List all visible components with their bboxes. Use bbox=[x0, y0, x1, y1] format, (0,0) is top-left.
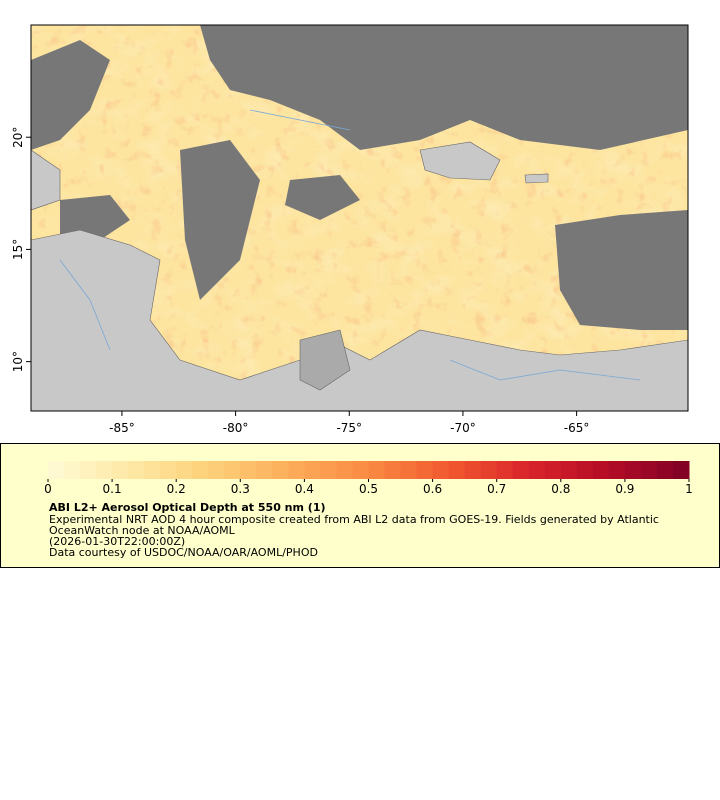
colorbar-cell bbox=[560, 461, 578, 479]
x-tick-label: -80° bbox=[223, 421, 249, 435]
colorbar-cell bbox=[656, 461, 674, 479]
colorbar-cell bbox=[576, 461, 594, 479]
colorbar-tick-label: 0.6 bbox=[423, 482, 442, 496]
map: -85° -80° -75° -70° -65° 10° 15° 20° bbox=[11, 24, 689, 435]
colorbar-tick-label: 0.7 bbox=[487, 482, 506, 496]
colorbar-tick-label: 0.5 bbox=[359, 482, 378, 496]
colorbar-cell bbox=[672, 461, 690, 479]
colorbar-cell bbox=[480, 461, 498, 479]
legend-description: Experimental NRT AOD 4 hour composite cr… bbox=[49, 513, 659, 537]
x-tick-label: -70° bbox=[450, 421, 476, 435]
colorbar-tick-label: 1 bbox=[685, 482, 693, 496]
legend-credit: Data courtesy of USDOC/NOAA/OAR/AOML/PHO… bbox=[49, 546, 318, 559]
colorbar-cell bbox=[608, 461, 626, 479]
colorbar-tick-label: 0.8 bbox=[551, 482, 570, 496]
y-tick-label: 10° bbox=[11, 351, 25, 372]
colorbar-cell bbox=[256, 461, 273, 479]
legend-time: (2026-01-30T22:00:00Z) bbox=[49, 535, 186, 548]
colorbar-cell bbox=[240, 461, 257, 479]
legend-title: ABI L2+ Aerosol Optical Depth at 550 nm … bbox=[49, 501, 326, 514]
colorbar-cell bbox=[128, 461, 145, 479]
colorbar-tick-label: 0.3 bbox=[231, 482, 250, 496]
colorbar-tick-label: 0.9 bbox=[615, 482, 634, 496]
colorbar-cell bbox=[512, 461, 530, 479]
colorbar-tick-label: 0.1 bbox=[103, 482, 122, 496]
colorbar-cell bbox=[464, 461, 482, 479]
colorbar-cell bbox=[224, 461, 241, 479]
colorbar-cell bbox=[416, 461, 434, 479]
colorbar-cell bbox=[320, 461, 337, 479]
map-frame bbox=[30, 24, 689, 412]
colorbar-cell bbox=[48, 461, 65, 479]
colorbar-cell bbox=[624, 461, 642, 479]
colorbar-cell bbox=[208, 461, 225, 479]
colorbar-tick-label: 0 bbox=[44, 482, 52, 496]
colorbar-cell bbox=[272, 461, 289, 479]
colorbar-cell bbox=[640, 461, 658, 479]
colorbar-tick-label: 0.4 bbox=[295, 482, 314, 496]
colorbar-cell bbox=[352, 461, 369, 479]
colorbar-tick-label: 0.2 bbox=[167, 482, 186, 496]
map-image bbox=[31, 25, 688, 411]
colorbar-cell bbox=[144, 461, 161, 479]
colorbar-cell bbox=[336, 461, 353, 479]
colorbar-cell bbox=[112, 461, 129, 479]
y-tick-label: 15° bbox=[11, 239, 25, 260]
colorbar-cell bbox=[496, 461, 514, 479]
colorbar-cell bbox=[160, 461, 177, 479]
colorbar-cell bbox=[288, 461, 305, 479]
x-tick-label: -75° bbox=[336, 421, 362, 435]
y-tick-label: 20° bbox=[11, 127, 25, 148]
colorbar-cell bbox=[448, 461, 466, 479]
colorbar-cell bbox=[304, 461, 321, 479]
colorbar-cell bbox=[64, 461, 81, 479]
colorbar-cell bbox=[176, 461, 193, 479]
colorbar-cell bbox=[544, 461, 562, 479]
colorbar-cell bbox=[80, 461, 97, 479]
colorbar-cell bbox=[192, 461, 209, 479]
colorbar-cell bbox=[384, 461, 402, 479]
colorbar: 0 0.1 0.2 0.3 0.4 0.5 0.6 0.7 0.8 0.9 1 bbox=[44, 461, 693, 496]
legend-box: 0 0.1 0.2 0.3 0.4 0.5 0.6 0.7 0.8 0.9 1 ABI L2+ Ae… bbox=[0, 443, 720, 568]
colorbar-cell bbox=[96, 461, 113, 479]
colorbar-cell bbox=[400, 461, 418, 479]
colorbar-cell bbox=[528, 461, 546, 479]
colorbar-cell bbox=[432, 461, 450, 479]
colorbar-cell bbox=[592, 461, 610, 479]
x-tick-label: -65° bbox=[564, 421, 590, 435]
x-tick-label: -85° bbox=[109, 421, 135, 435]
colorbar-cell bbox=[368, 461, 386, 479]
